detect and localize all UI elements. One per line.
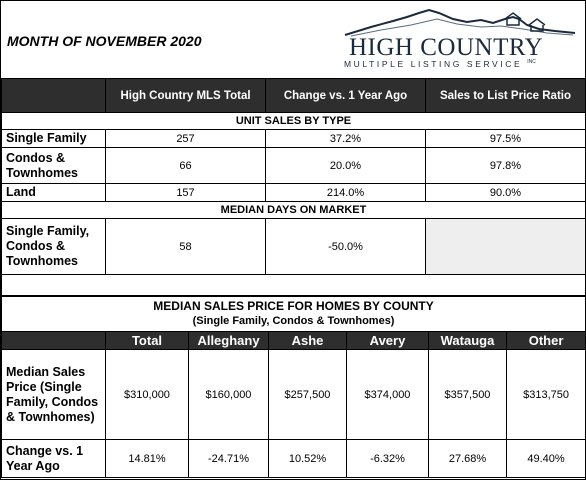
section-title-days-on-market: MEDIAN DAYS ON MARKET <box>1 201 586 219</box>
spacer-row <box>1 274 586 296</box>
column-header-ashe: Ashe <box>268 331 347 350</box>
cell-ratio: 90.0% <box>425 183 586 202</box>
cell-price-watauga: $357,500 <box>428 349 507 440</box>
cell-ratio: 97.8% <box>425 147 586 184</box>
header-blank-cell <box>1 331 106 350</box>
header-blank-cell <box>1 78 106 113</box>
column-header-ratio: Sales to List Price Ratio <box>425 78 586 113</box>
column-header-alleghany: Alleghany <box>188 331 269 350</box>
cell-total: 58 <box>105 218 266 275</box>
cell-change: 214.0% <box>265 183 426 202</box>
spacer-cell <box>1 274 586 296</box>
report-title: MONTH OF NOVEMBER 2020 <box>7 33 202 49</box>
section-row-unit-sales: UNIT SALES BY TYPE <box>1 112 586 130</box>
cell-change-avery: -6.32% <box>346 439 429 478</box>
section-row-days-on-market: MEDIAN DAYS ON MARKET <box>1 201 586 219</box>
cell-change: -50.0% <box>265 218 426 275</box>
row-label: Median Sales Price (Single Family, Condo… <box>1 349 106 440</box>
cell-total: 157 <box>105 183 266 202</box>
column-header-total: Total <box>105 331 189 350</box>
logo-wordmark: HIGH COUNTRY <box>349 34 544 61</box>
table-row: Land 157 214.0% 90.0% <box>1 183 586 202</box>
cell-price-ashe: $257,500 <box>268 349 347 440</box>
column-header-other: Other <box>505 331 586 350</box>
logo-tagline-text: MULTIPLE LISTING SERVICE <box>344 59 523 69</box>
cell-change-ashe: 10.52% <box>268 439 347 478</box>
cell-change-other: 49.40% <box>505 439 586 478</box>
county-table-title-cell: MEDIAN SALES PRICE FOR HOMES BY COUNTY (… <box>0 296 586 332</box>
row-label: Change vs. 1 Year Ago <box>1 439 106 478</box>
cell-total: 66 <box>105 147 266 184</box>
cell-price-avery: $374,000 <box>346 349 429 440</box>
row-label: Land <box>1 183 106 202</box>
column-header-avery: Avery <box>346 331 429 350</box>
row-label: Single Family <box>1 129 106 148</box>
table-row: Single Family, Condos & Townhomes 58 -50… <box>1 218 586 275</box>
cell-change: 20.0% <box>265 147 426 184</box>
cell-change-total: 14.81% <box>105 439 189 478</box>
report-header: MONTH OF NOVEMBER 2020 HIGH COUNTRY MULT… <box>1 1 585 79</box>
row-label: Condos & Townhomes <box>1 147 106 184</box>
row-label: Single Family, Condos & Townhomes <box>1 218 106 275</box>
county-table-subtitle: (Single Family, Condos & Townhomes) <box>192 315 395 327</box>
table-row-change: Change vs. 1 Year Ago 14.81% -24.71% 10.… <box>1 439 586 478</box>
mountain-logo-icon <box>344 8 576 37</box>
logo-registered-mark: INC <box>527 59 536 65</box>
cell-ratio: 97.5% <box>425 129 586 148</box>
county-header-row: Total Alleghany Ashe Avery Watauga Other <box>1 331 586 350</box>
cell-change-alleghany: -24.71% <box>188 439 269 478</box>
column-header-watauga: Watauga <box>428 331 507 350</box>
high-country-mls-logo: HIGH COUNTRY MULTIPLE LISTING SERVICE IN… <box>341 5 581 75</box>
county-title-row: MEDIAN SALES PRICE FOR HOMES BY COUNTY (… <box>0 296 586 332</box>
cell-price-other: $313,750 <box>505 349 586 440</box>
column-header-change: Change vs. 1 Year Ago <box>265 78 426 113</box>
cell-change-watauga: 27.68% <box>428 439 507 478</box>
summary-header-row: High Country MLS Total Change vs. 1 Year… <box>1 78 586 113</box>
cell-total: 257 <box>105 129 266 148</box>
table-row-median-price: Median Sales Price (Single Family, Condo… <box>1 349 586 440</box>
section-title-unit-sales: UNIT SALES BY TYPE <box>1 112 586 130</box>
county-table: MEDIAN SALES PRICE FOR HOMES BY COUNTY (… <box>0 296 586 478</box>
table-row: Single Family 257 37.2% 97.5% <box>1 129 586 148</box>
column-header-mls-total: High Country MLS Total <box>105 78 266 113</box>
logo-tagline: MULTIPLE LISTING SERVICE INC <box>344 59 536 69</box>
county-table-title: MEDIAN SALES PRICE FOR HOMES BY COUNTY <box>153 299 434 313</box>
table-row: Condos & Townhomes 66 20.0% 97.8% <box>1 147 586 184</box>
cell-price-total: $310,000 <box>105 349 189 440</box>
summary-table: High Country MLS Total Change vs. 1 Year… <box>1 78 586 296</box>
cell-empty-shaded <box>425 218 586 275</box>
cell-change: 37.2% <box>265 129 426 148</box>
cell-price-alleghany: $160,000 <box>188 349 269 440</box>
